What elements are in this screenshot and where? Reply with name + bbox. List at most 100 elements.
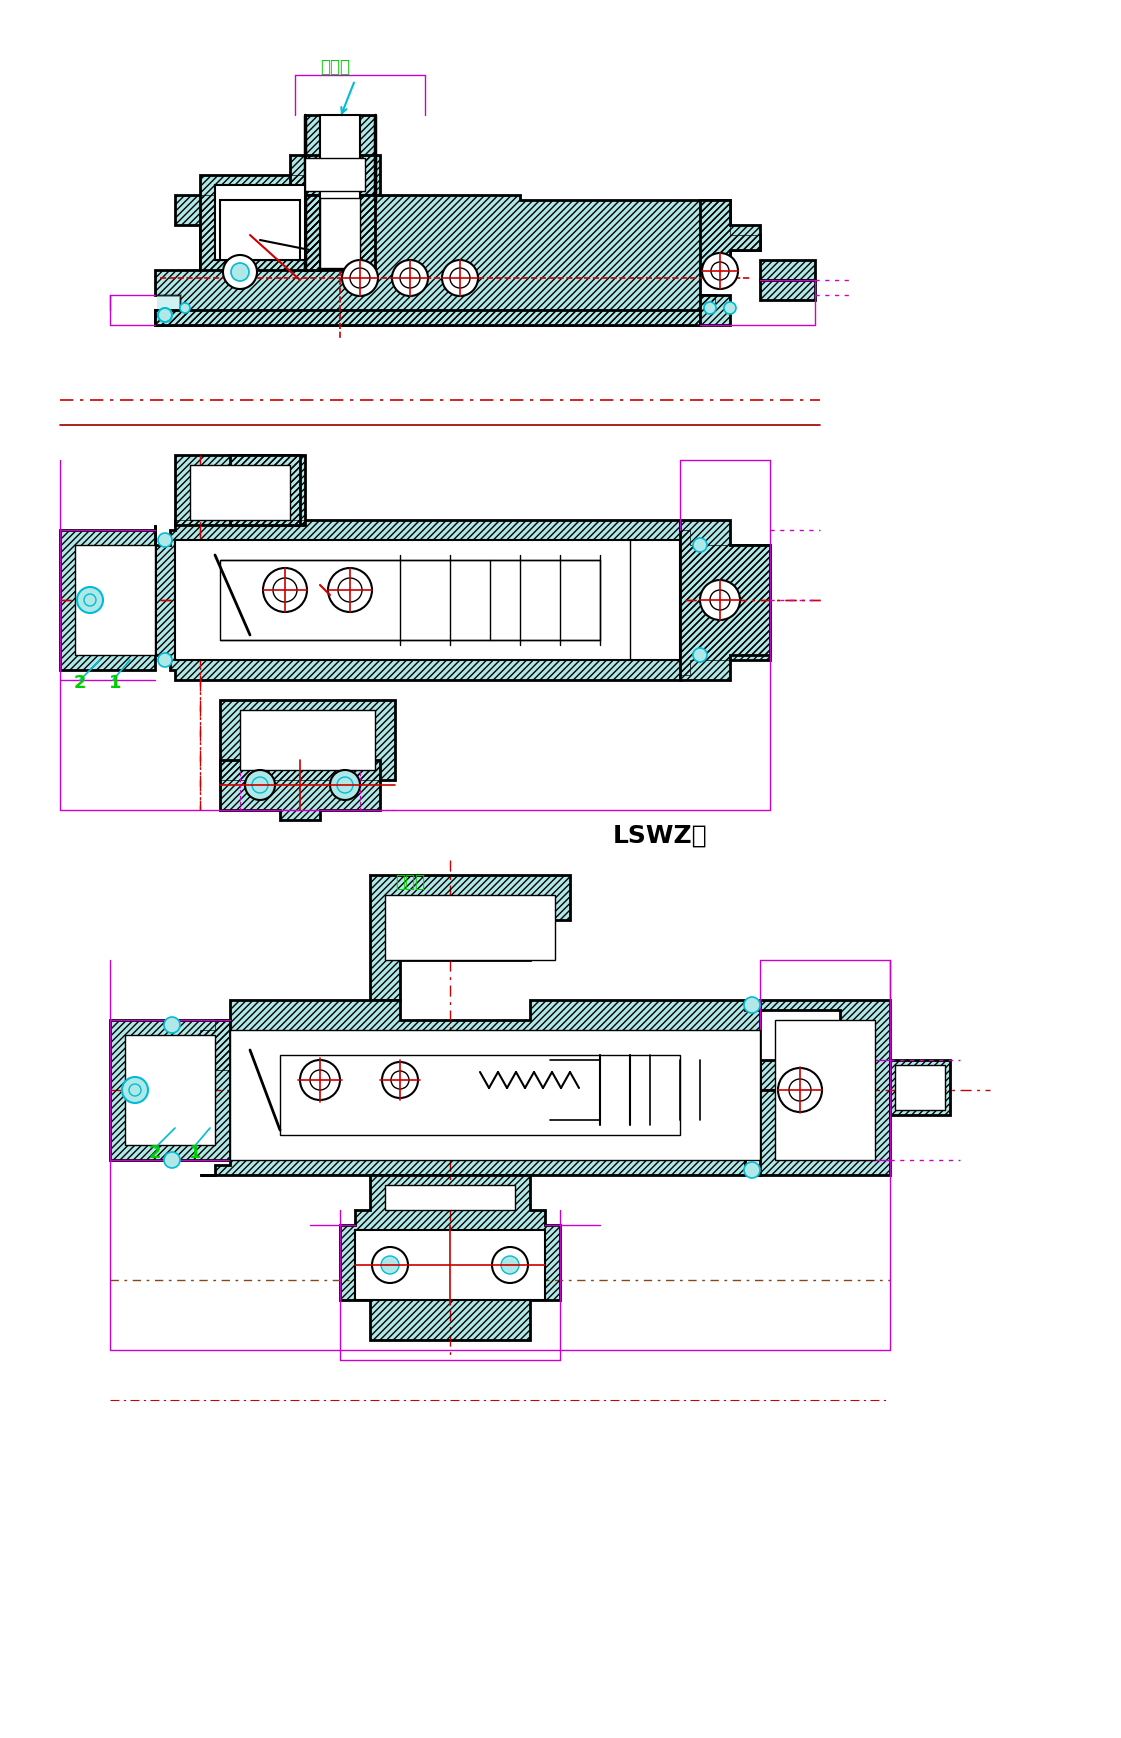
Circle shape	[180, 302, 189, 313]
Polygon shape	[340, 1175, 560, 1340]
Bar	[230, 1031, 760, 1159]
Bar	[176, 541, 679, 659]
Circle shape	[263, 568, 307, 612]
Circle shape	[744, 998, 760, 1013]
Text: 2: 2	[149, 1144, 161, 1163]
Circle shape	[164, 1152, 180, 1168]
Bar	[385, 895, 555, 959]
Polygon shape	[110, 1020, 230, 1159]
Circle shape	[231, 262, 249, 282]
Bar	[775, 1020, 876, 1159]
Circle shape	[129, 1085, 141, 1097]
Polygon shape	[155, 195, 760, 325]
Polygon shape	[305, 195, 376, 269]
Circle shape	[84, 594, 96, 607]
Circle shape	[223, 255, 257, 289]
Circle shape	[501, 1257, 519, 1274]
Polygon shape	[305, 115, 376, 269]
Circle shape	[744, 1163, 760, 1178]
Circle shape	[328, 568, 372, 612]
Circle shape	[711, 262, 729, 280]
Circle shape	[274, 579, 297, 601]
Circle shape	[158, 534, 172, 547]
Circle shape	[372, 1246, 408, 1283]
Circle shape	[382, 1062, 418, 1098]
Circle shape	[704, 302, 716, 315]
Circle shape	[77, 587, 103, 614]
Polygon shape	[155, 520, 770, 680]
Bar	[75, 546, 155, 655]
Bar	[319, 115, 360, 269]
Circle shape	[400, 268, 420, 289]
Bar	[385, 1185, 515, 1210]
Circle shape	[330, 770, 360, 799]
Circle shape	[700, 580, 740, 620]
Circle shape	[300, 1060, 340, 1100]
Polygon shape	[155, 309, 700, 325]
Text: 1: 1	[109, 674, 121, 692]
Bar	[319, 198, 360, 268]
Bar	[157, 273, 697, 322]
Circle shape	[724, 302, 736, 315]
Circle shape	[392, 261, 428, 295]
Bar	[189, 466, 290, 520]
Circle shape	[337, 777, 353, 793]
Circle shape	[158, 308, 172, 322]
Bar	[322, 116, 358, 269]
Bar	[328, 130, 351, 181]
Polygon shape	[230, 455, 300, 525]
Circle shape	[442, 261, 478, 295]
Polygon shape	[220, 700, 395, 780]
Polygon shape	[175, 455, 305, 525]
Text: 1: 1	[188, 1144, 202, 1163]
Bar	[356, 1231, 544, 1298]
Circle shape	[789, 1079, 810, 1100]
Polygon shape	[890, 1060, 949, 1116]
Polygon shape	[200, 999, 840, 1175]
Polygon shape	[760, 261, 815, 280]
Polygon shape	[220, 760, 380, 820]
Polygon shape	[61, 530, 155, 671]
Circle shape	[311, 1071, 330, 1090]
Polygon shape	[760, 280, 815, 301]
Bar	[215, 184, 305, 261]
Circle shape	[381, 1257, 399, 1274]
Polygon shape	[290, 155, 380, 195]
Polygon shape	[700, 295, 730, 325]
Circle shape	[245, 770, 275, 799]
Circle shape	[342, 261, 378, 295]
Polygon shape	[680, 520, 770, 680]
Bar	[240, 711, 376, 770]
Bar	[231, 1031, 759, 1159]
Circle shape	[702, 254, 738, 289]
Circle shape	[350, 268, 370, 289]
Circle shape	[778, 1067, 822, 1112]
Text: 泵腔体: 泵腔体	[319, 57, 350, 76]
Text: 2: 2	[74, 674, 86, 692]
Bar	[280, 1055, 680, 1135]
Bar	[895, 1065, 945, 1111]
Bar	[175, 541, 680, 660]
Bar	[220, 560, 600, 640]
Circle shape	[693, 648, 707, 662]
Bar	[220, 200, 300, 261]
Text: LSWZ型: LSWZ型	[613, 824, 707, 848]
Circle shape	[391, 1071, 409, 1090]
Polygon shape	[700, 200, 760, 269]
Circle shape	[450, 268, 470, 289]
Circle shape	[158, 653, 172, 667]
Circle shape	[710, 589, 730, 610]
Bar	[386, 897, 554, 959]
Polygon shape	[370, 874, 569, 999]
Circle shape	[492, 1246, 528, 1283]
Circle shape	[122, 1078, 148, 1104]
Bar	[305, 158, 365, 191]
Circle shape	[164, 1017, 180, 1032]
Bar	[355, 1231, 545, 1300]
Circle shape	[252, 777, 268, 793]
Circle shape	[339, 579, 362, 601]
Bar	[126, 1036, 215, 1145]
Text: 泵腔体: 泵腔体	[395, 872, 425, 892]
Circle shape	[693, 539, 707, 553]
Polygon shape	[200, 176, 319, 269]
